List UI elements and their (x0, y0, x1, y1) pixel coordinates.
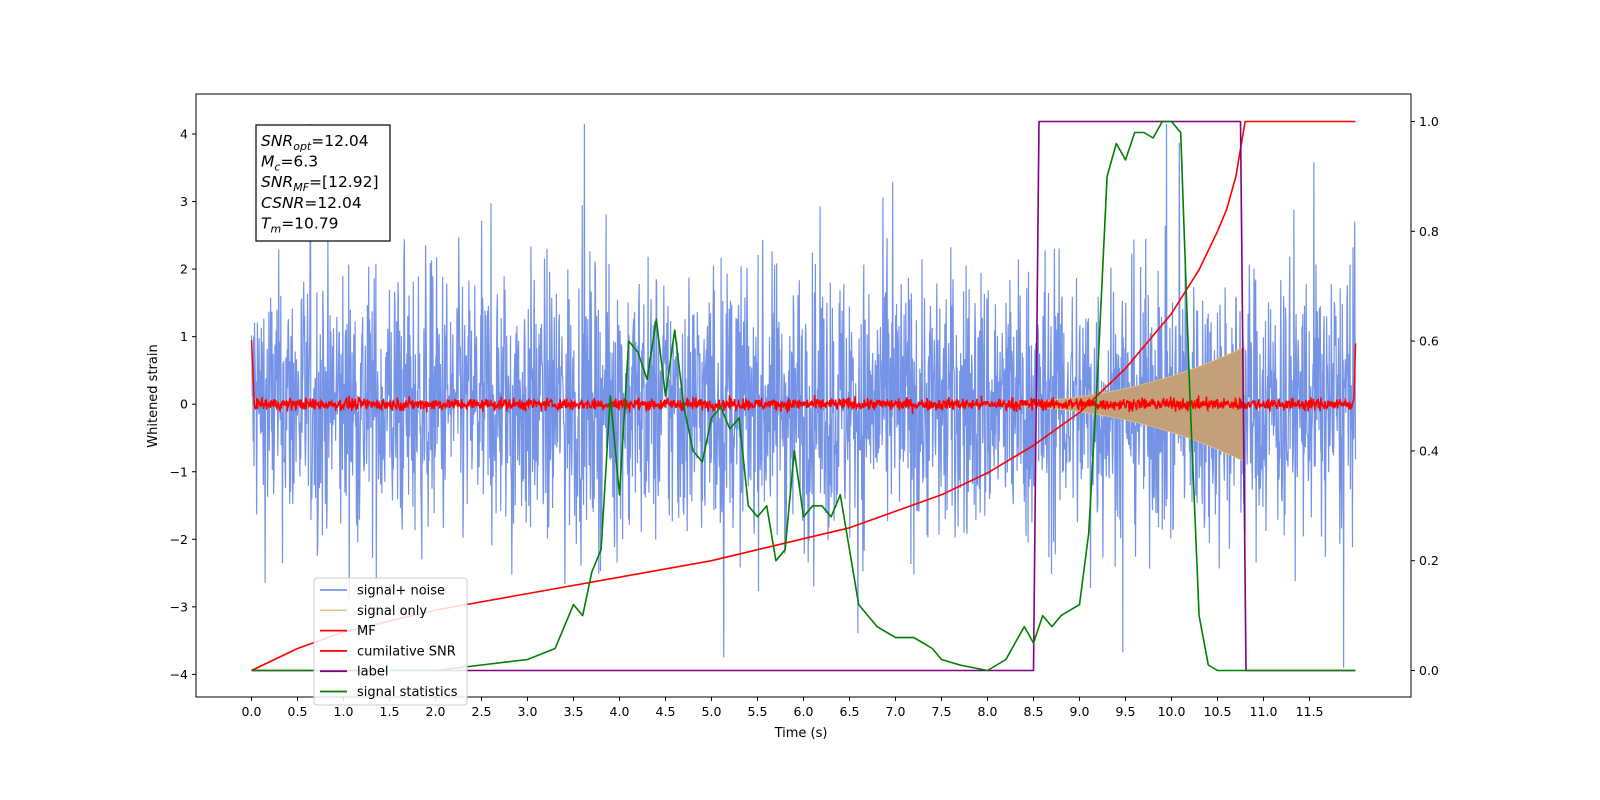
info-box: SNRopt=12.04Mc=6.3SNRMF=[12.92]CSNR=12.0… (255, 124, 391, 242)
x-tick-label: 4.0 (610, 704, 630, 719)
x-tick-label: 6.5 (840, 704, 860, 719)
info-box-line: CSNR=12.04 (261, 194, 362, 212)
y2-tick-label: 0.2 (1419, 553, 1439, 568)
legend-frame (313, 577, 468, 706)
x-tick-label: 0.0 (242, 704, 262, 719)
legend-label: label (357, 665, 388, 680)
y2-tick-label: 0.6 (1419, 334, 1439, 349)
legend: signal+ noise signal only MF cumilative SNR… (313, 577, 468, 706)
x-tick-label: 0.5 (288, 704, 308, 719)
x-tick-label: 10.5 (1204, 704, 1232, 719)
info-box-line: SNRMF=[12.92] (261, 173, 379, 194)
y-tick-label: −4 (170, 667, 188, 682)
info-box-line: Tm=10.79 (261, 214, 339, 235)
info-box-line: SNRopt=12.04 (261, 132, 369, 153)
y2-tick-label: 0.0 (1419, 663, 1439, 678)
y-axis-title: Whitened strain (146, 344, 161, 447)
x-tick-label: 8.5 (1024, 704, 1044, 719)
x-tick-label: 1.5 (380, 704, 400, 719)
x-tick-label: 2.0 (426, 704, 446, 719)
y-tick-label: 1 (180, 329, 188, 344)
x-tick-label: 2.5 (472, 704, 492, 719)
x-tick-label: 10.0 (1158, 704, 1186, 719)
x-tick-label: 11.5 (1296, 704, 1324, 719)
series-signal-statistics (251, 120, 1356, 672)
info-box-frame (255, 124, 391, 242)
x-tick-label: 9.5 (1116, 704, 1136, 719)
x-tick-label: 5.5 (748, 704, 768, 719)
y-tick-label: 0 (180, 397, 188, 412)
legend-label: MF (357, 624, 376, 639)
info-box-line: Mc=6.3 (261, 153, 318, 174)
x-tick-label: 3.0 (518, 704, 538, 719)
x-tick-label: 6.0 (794, 704, 814, 719)
y-tick-label: −3 (170, 599, 188, 614)
y-tick-label: 3 (180, 194, 188, 209)
x-tick-label: 1.0 (334, 704, 354, 719)
y-tick-label: 4 (180, 127, 188, 142)
y2-tick-label: 1.0 (1419, 114, 1439, 129)
y-tick-label: 2 (180, 262, 188, 277)
x-tick-label: 4.5 (656, 704, 676, 719)
series-layer (250, 120, 1357, 672)
x-axis-title: Time (s) (774, 726, 828, 741)
y-tick-label: −2 (170, 532, 188, 547)
x-tick-label: 11.0 (1250, 704, 1278, 719)
y2-tick-label: 0.4 (1419, 443, 1439, 458)
x-tick-label: 3.5 (564, 704, 584, 719)
legend-label: signal statistics (357, 685, 458, 700)
x-tick-label: 7.5 (932, 704, 952, 719)
y2-tick-label: 0.8 (1419, 224, 1439, 239)
legend-label: cumilative SNR (357, 644, 456, 659)
legend-label: signal+ noise (357, 584, 445, 599)
x-tick-label: 9.0 (1070, 704, 1090, 719)
series-mf (250, 339, 1357, 414)
x-tick-label: 7.0 (886, 704, 906, 719)
legend-label: signal only (357, 604, 427, 619)
x-tick-label: 8.0 (978, 704, 998, 719)
series-cumulative-snr (251, 120, 1356, 672)
x-tick-label: 5.0 (702, 704, 722, 719)
y-tick-label: −1 (170, 464, 188, 479)
axes-layer: 0.0 0.5 1.0 1.5 2.0 2.5 3.0 3.5 4.0 4.5 5.0 5.5 6.0 6… (170, 114, 1439, 719)
